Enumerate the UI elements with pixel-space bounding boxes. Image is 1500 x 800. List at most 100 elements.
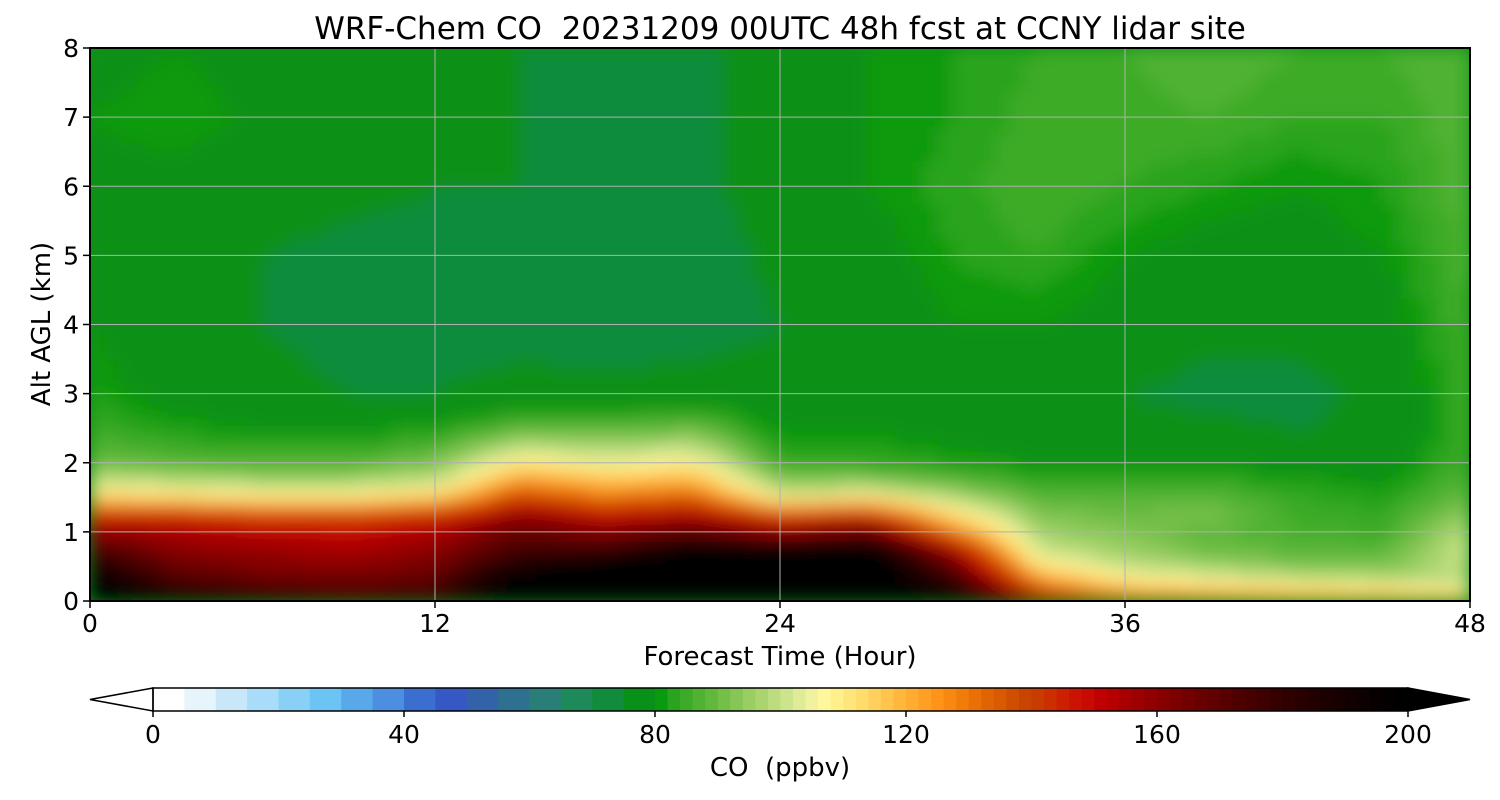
heatmap-cell bbox=[449, 238, 465, 248]
heatmap-cell bbox=[334, 575, 350, 585]
heatmap-cell bbox=[823, 410, 839, 421]
heatmap-cell bbox=[679, 324, 695, 334]
heatmap-cell bbox=[952, 220, 968, 231]
heatmap-cell bbox=[276, 514, 293, 525]
heatmap-cell bbox=[1081, 384, 1098, 395]
heatmap-cell bbox=[1081, 549, 1098, 559]
heatmap-cell bbox=[276, 359, 293, 369]
heatmap-cell bbox=[621, 272, 638, 283]
heatmap-cell bbox=[880, 177, 896, 188]
heatmap-cell bbox=[1225, 557, 1241, 568]
heatmap-cell bbox=[981, 540, 997, 550]
heatmap-cell bbox=[406, 212, 422, 222]
heatmap-cell bbox=[506, 194, 523, 205]
heatmap-cell bbox=[550, 471, 566, 481]
heatmap-cell bbox=[449, 497, 465, 507]
heatmap-cell bbox=[1067, 410, 1083, 421]
heatmap-cell bbox=[1211, 523, 1227, 533]
heatmap-cell bbox=[708, 281, 724, 291]
heatmap-cell bbox=[1311, 333, 1328, 343]
heatmap-cell bbox=[564, 592, 580, 601]
heatmap-cell bbox=[118, 177, 134, 188]
heatmap-cell bbox=[478, 229, 494, 239]
heatmap-cell bbox=[305, 505, 321, 516]
heatmap-cell bbox=[1125, 557, 1141, 568]
heatmap-cell bbox=[320, 393, 336, 404]
heatmap-cell bbox=[435, 480, 451, 490]
heatmap-cell bbox=[1340, 212, 1356, 222]
heatmap-cell bbox=[521, 194, 537, 205]
heatmap-cell bbox=[909, 575, 925, 585]
heatmap-cell bbox=[118, 160, 134, 170]
heatmap-cell bbox=[578, 151, 594, 162]
heatmap-cell bbox=[305, 350, 321, 360]
heatmap-cell bbox=[665, 428, 681, 438]
heatmap-cell bbox=[1225, 177, 1241, 188]
heatmap-cell bbox=[1455, 289, 1470, 300]
heatmap-cell bbox=[823, 462, 839, 473]
heatmap-cell bbox=[1067, 246, 1083, 257]
heatmap-cell bbox=[205, 186, 221, 196]
heatmap-cell bbox=[995, 281, 1011, 291]
heatmap-cell bbox=[1369, 376, 1385, 386]
heatmap-cell bbox=[1398, 255, 1414, 265]
heatmap-cell bbox=[1412, 445, 1428, 455]
heatmap-cell bbox=[593, 359, 609, 369]
heatmap-cell bbox=[291, 497, 307, 507]
heatmap-cell bbox=[1010, 359, 1026, 369]
heatmap-cell bbox=[1081, 151, 1098, 162]
heatmap-cell bbox=[334, 350, 350, 360]
heatmap-cell bbox=[1455, 238, 1470, 248]
heatmap-cell bbox=[176, 540, 192, 550]
heatmap-cell bbox=[449, 229, 465, 239]
heatmap-cell bbox=[435, 592, 451, 601]
heatmap-cell bbox=[981, 281, 997, 291]
heatmap-cell bbox=[1153, 505, 1169, 516]
heatmap-cell bbox=[1254, 168, 1270, 179]
heatmap-cell bbox=[751, 566, 767, 576]
heatmap-cell bbox=[291, 264, 307, 274]
heatmap-cell bbox=[1283, 531, 1299, 542]
heatmap-cell bbox=[305, 393, 321, 404]
heatmap-cell bbox=[406, 592, 422, 601]
heatmap-cell bbox=[837, 454, 853, 464]
heatmap-cell bbox=[305, 272, 321, 283]
heatmap-cell bbox=[262, 445, 278, 455]
heatmap-cell bbox=[693, 393, 709, 404]
heatmap-cell bbox=[305, 212, 321, 222]
heatmap-cell bbox=[1182, 272, 1198, 283]
heatmap-cell bbox=[1110, 436, 1126, 447]
heatmap-cell bbox=[1139, 281, 1155, 291]
heatmap-cell bbox=[1268, 514, 1284, 525]
heatmap-cell bbox=[1053, 523, 1069, 533]
heatmap-cell bbox=[334, 523, 350, 533]
heatmap-cell bbox=[794, 514, 810, 525]
heatmap-cell bbox=[636, 333, 652, 343]
heatmap-cell bbox=[1326, 212, 1342, 222]
heatmap-cell bbox=[291, 583, 307, 594]
heatmap-cell bbox=[1053, 341, 1069, 352]
heatmap-cell bbox=[1398, 462, 1414, 473]
heatmap-cell bbox=[1182, 359, 1198, 369]
heatmap-cell bbox=[578, 454, 594, 464]
heatmap-cell bbox=[938, 350, 954, 360]
heatmap-cell bbox=[895, 168, 911, 179]
heatmap-cell bbox=[1168, 367, 1184, 378]
heatmap-cell bbox=[751, 333, 767, 343]
heatmap-cell bbox=[564, 575, 580, 585]
heatmap-cell bbox=[866, 298, 882, 309]
heatmap-cell bbox=[1168, 393, 1184, 404]
heatmap-cell bbox=[1311, 160, 1328, 170]
heatmap-cell bbox=[1053, 462, 1069, 473]
heatmap-cell bbox=[233, 186, 249, 196]
heatmap-cell bbox=[1398, 402, 1414, 412]
heatmap-cell bbox=[650, 488, 666, 499]
heatmap-cell bbox=[1254, 307, 1270, 317]
heatmap-cell bbox=[679, 194, 695, 205]
heatmap-cell bbox=[722, 298, 738, 309]
heatmap-cell bbox=[909, 359, 925, 369]
heatmap-cell bbox=[1153, 324, 1169, 334]
heatmap-cell bbox=[578, 186, 594, 196]
heatmap-cell bbox=[291, 428, 307, 438]
heatmap-cell bbox=[952, 583, 968, 594]
